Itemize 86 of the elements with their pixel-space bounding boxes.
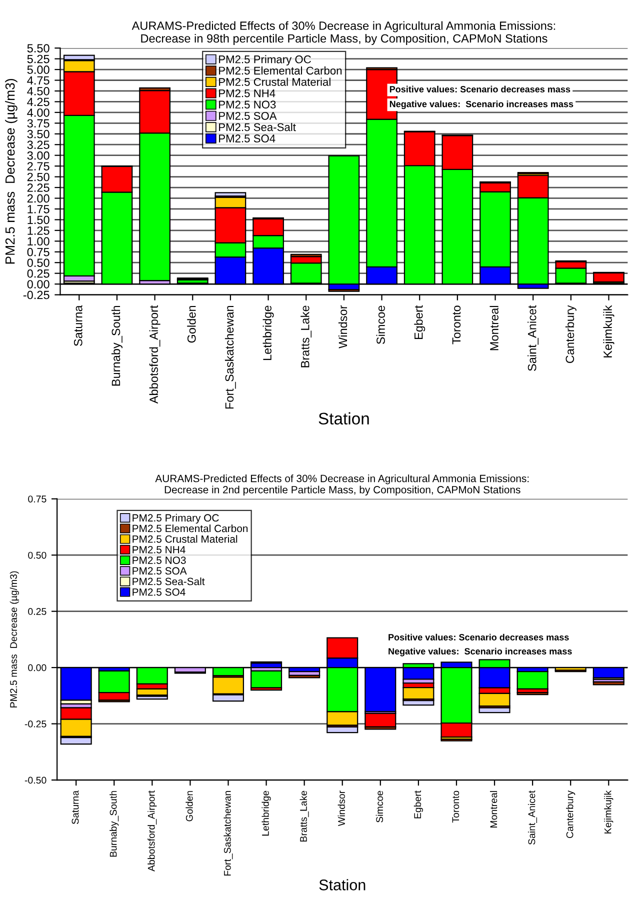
y-tick-label: 2.00	[27, 194, 50, 203]
legend-label: PM2.5 SOA	[132, 567, 187, 575]
x-tick-label: Burnaby_South	[110, 791, 119, 857]
legend-label: PM2.5 Elemental Carbon	[219, 66, 342, 75]
x-tick-label: Kejimkujik	[603, 305, 614, 358]
x-axis-title: Station	[318, 412, 369, 425]
x-tick-label: Fort_Saskatchewan	[224, 306, 236, 409]
x-tick-label: Fort_Saskatchewan	[224, 791, 233, 876]
x-tick-label: Toronto	[452, 790, 460, 823]
y-tick-label: 0.00	[27, 280, 50, 288]
x-tick-label: Toronto	[452, 306, 461, 344]
annotation: Positive values: Scenario decreases mass	[390, 86, 570, 92]
y-tick-label: 4.75	[27, 76, 50, 85]
y-tick-label: 5.00	[27, 66, 50, 74]
y-tick-label: 0.00	[28, 664, 46, 672]
x-tick-label: Kejimkujik	[604, 790, 614, 834]
x-tick-label: Egbert	[414, 790, 423, 818]
x-tick-label: Golden	[186, 791, 193, 822]
annotation: Positive values: Scenario decreases mass	[388, 634, 569, 640]
legend-label: PM2.5 Crustal Material	[219, 78, 330, 86]
x-tick-label: Montreal	[490, 791, 498, 828]
annotation: Negative values: Scenario increases mass	[390, 100, 574, 110]
legend-label: PM2.5 NO3	[219, 100, 276, 109]
y-tick-label: 0.25	[28, 608, 46, 615]
y-tick-label: 0.25	[27, 269, 50, 278]
x-tick-label: Montreal	[490, 306, 498, 350]
x-tick-label: Simcoe	[376, 790, 384, 822]
x-tick-label: Lethbridge	[262, 306, 274, 360]
legend-label: PM2.5 Primary OC	[219, 55, 311, 66]
x-tick-label: Canterbury	[566, 790, 576, 838]
y-tick-label: -0.25	[24, 720, 46, 728]
legend-label: PM2.5 SOA	[219, 112, 277, 120]
x-tick-label: Abbotsford_Airport	[149, 305, 160, 404]
y-tick-label: -0.50	[24, 776, 46, 784]
y-tick-label: 3.50	[27, 130, 50, 138]
x-tick-label: Windsor	[338, 790, 345, 826]
x-tick-label: Canterbury	[565, 305, 576, 363]
legend-label: PM2.5 Sea-Salt	[219, 122, 296, 132]
y-tick-label: 2.75	[27, 162, 50, 170]
x-tick-label: Bratts_Lake	[300, 306, 312, 368]
legend-label: PM2.5 NH4	[219, 89, 276, 98]
annotation: Negative values: Scenario increases mass	[388, 648, 572, 656]
y-axis-title: PM2.5 mass Decrease (µg/m3)	[5, 78, 18, 264]
x-axis-title: Station	[319, 879, 366, 890]
x-tick-label: Windsor	[338, 305, 348, 348]
y-tick-label: 1.50	[28, 216, 50, 224]
x-tick-label: Burnaby_South	[111, 306, 122, 386]
x-tick-label: Golden	[187, 306, 196, 343]
y-tick-label: 0.50	[27, 258, 50, 267]
x-tick-label: Egbert	[414, 305, 426, 340]
y-tick-label: 5.50	[27, 44, 50, 52]
y-tick-label: -0.25	[23, 290, 50, 300]
x-tick-label: Saint_Anicet	[528, 790, 538, 845]
y-tick-label: 4.50	[27, 87, 50, 96]
legend-label: PM2.5 Sea-Salt	[132, 577, 205, 586]
y-tick-label: 4.00	[27, 108, 50, 117]
y-tick-label: 1.25	[28, 226, 50, 235]
legend-label: PM2.5 SO4	[132, 588, 186, 596]
y-tick-label: 1.75	[28, 205, 50, 214]
x-tick-label: Saturna	[74, 305, 82, 346]
y-tick-label: 4.25	[27, 98, 50, 106]
x-tick-label: Saturna	[72, 790, 79, 824]
legend-label: PM2.5 SO4	[219, 134, 276, 142]
x-tick-label: Abbotsford_Airport	[148, 790, 157, 872]
legend-label: PM2.5 Elemental Carbon	[132, 524, 248, 532]
chart-title: AURAMS-Predicted Effects of 30% Decrease in Agricultural Ammonia Emissions: Decrease in 98th percentile Particle Mass, by Composition, CAPMoN Stations	[132, 21, 556, 45]
y-tick-label: 2.50	[27, 172, 50, 182]
y-tick-label: 5.25	[27, 54, 50, 64]
chart-title: AURAMS-Predicted Effects of 30% Decrease in Agricultural Ammonia Emissions: Decrease in 2nd percentile Particle Mass, by Composition, CAPMoN Stations	[155, 474, 529, 496]
y-tick-label: 3.00	[27, 151, 50, 160]
y-tick-label: 3.25	[27, 140, 50, 149]
legend-label: PM2.5 NO3	[132, 556, 186, 564]
x-tick-label: Bratts_Lake	[300, 790, 309, 842]
y-tick-label: 3.75	[27, 119, 50, 128]
y-axis-title: PM2.5 mass Decrease (µg/m3)	[10, 571, 19, 708]
legend-label: PM2.5 NH4	[132, 546, 186, 554]
x-tick-label: Saint_Anicet	[528, 305, 538, 371]
legend-label: PM2.5 Crustal Material	[132, 535, 238, 543]
x-tick-label: Lethbridge	[262, 790, 271, 836]
legend-label: PM2.5 Primary OC	[132, 514, 219, 524]
y-tick-label: 0.50	[28, 552, 46, 559]
y-tick-label: 0.75	[28, 496, 46, 502]
y-tick-label: 2.25	[27, 184, 50, 192]
x-tick-label: Simcoe	[376, 306, 385, 344]
y-tick-label: 0.75	[27, 248, 50, 256]
y-tick-label: 1.00	[28, 237, 50, 246]
